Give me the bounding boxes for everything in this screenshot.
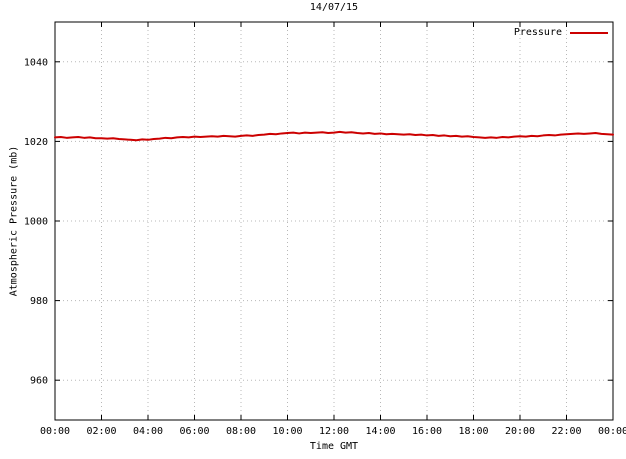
x-tick-label: 08:00: [226, 426, 256, 437]
x-tick-label: 00:00: [598, 426, 626, 437]
legend-label-pressure: Pressure: [513, 27, 562, 38]
x-tick-label: 12:00: [319, 426, 349, 437]
y-tick-label: 1040: [24, 57, 48, 68]
x-tick-label: 02:00: [86, 426, 116, 437]
x-axis-label: Time GMT: [309, 441, 359, 452]
x-tick-label: 22:00: [551, 426, 581, 437]
x-tick-label: 04:00: [133, 426, 163, 437]
y-tick-label: 980: [30, 296, 48, 307]
x-tick-label: 06:00: [179, 426, 209, 437]
x-tick-label: 14:00: [365, 426, 395, 437]
x-tick-label: 10:00: [272, 426, 302, 437]
legend-line-sample: [570, 31, 608, 34]
plot-border: [54, 21, 614, 421]
y-tick-label: 960: [30, 376, 48, 387]
y-tick-label: 1020: [24, 137, 48, 148]
x-tick-label: 20:00: [505, 426, 535, 437]
series-line-pressure: [54, 130, 614, 142]
x-tick-label: 18:00: [458, 426, 488, 437]
legend: Pressure: [514, 27, 608, 38]
y-tick-label: 1000: [24, 217, 48, 228]
chart-title: 14/07/15: [309, 2, 359, 13]
x-tick-label: 16:00: [412, 426, 442, 437]
x-tick-label: 00:00: [40, 426, 70, 437]
